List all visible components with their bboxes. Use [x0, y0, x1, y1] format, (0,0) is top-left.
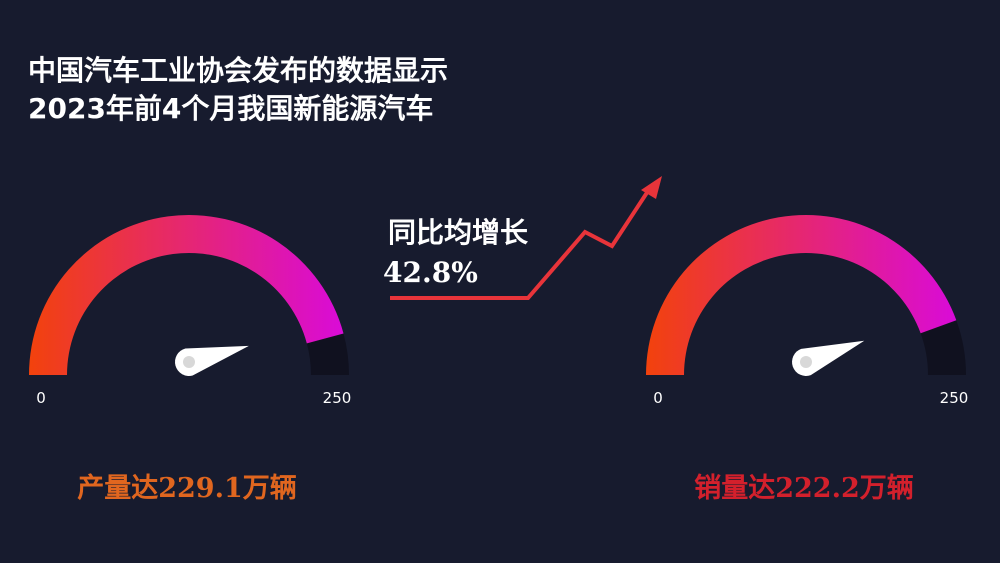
gauge-track — [306, 333, 349, 375]
annotation: 同比均增长 — [388, 216, 528, 249]
gauge-fill — [646, 215, 957, 375]
needle — [792, 340, 865, 376]
annotation: 42.8% — [383, 256, 478, 289]
trend-arrow — [390, 186, 652, 300]
tick-label: 250 — [940, 389, 969, 407]
tick-label: 0 — [36, 389, 46, 407]
gauge-track — [920, 320, 966, 375]
gauge-fill — [29, 214, 344, 375]
needle-hub — [800, 356, 812, 368]
tick-label: 0 — [653, 389, 663, 407]
value-label: 销量达222.2万辆 — [694, 473, 914, 504]
title: 2023年前4个月我国新能源汽车 — [28, 92, 433, 125]
arrow-head — [641, 176, 662, 199]
value-label: 产量达229.1万辆 — [77, 473, 297, 504]
tick-label: 250 — [323, 389, 352, 407]
needle — [175, 345, 249, 376]
title: 中国汽车工业协会发布的数据显示 — [28, 54, 448, 87]
needle-hub — [183, 356, 195, 368]
